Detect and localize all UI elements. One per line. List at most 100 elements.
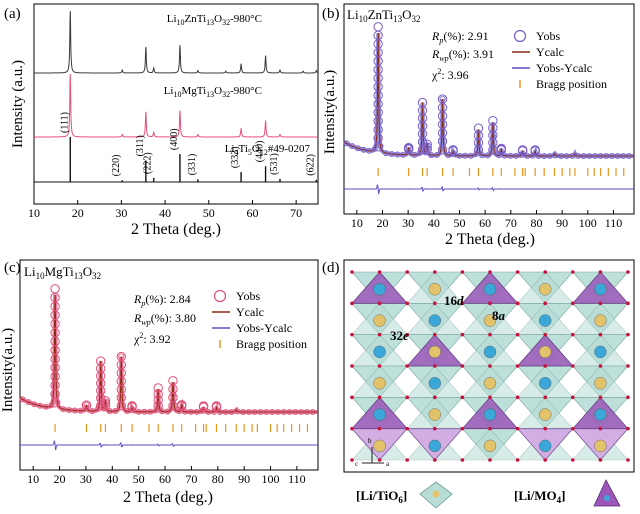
yobs-marker xyxy=(83,401,90,408)
panel-c-xlabel: 2 Theta (deg.) xyxy=(123,489,213,506)
x-tick-label: 60 xyxy=(159,472,171,486)
yobs-marker xyxy=(153,395,163,405)
oxygen-atom xyxy=(626,395,630,400)
yobs-marker xyxy=(95,406,102,413)
yobs-marker xyxy=(343,140,350,147)
oxygen-atom xyxy=(460,332,465,337)
oxygen-atom xyxy=(460,270,465,274)
yobs-marker xyxy=(417,97,428,108)
x-tick-label: 40 xyxy=(106,472,118,486)
panel-b-title: Li10ZnTi13O32 xyxy=(347,7,421,24)
yobs-marker xyxy=(479,152,486,159)
panel-a-ylabel: Intensity (a.u.) xyxy=(10,60,26,148)
x-tick-label: 110 xyxy=(605,216,623,230)
yobs-marker xyxy=(422,142,432,152)
yobs-marker xyxy=(448,145,458,155)
yobs-marker xyxy=(263,408,270,415)
yobs-marker xyxy=(153,401,163,411)
x-tick-label: 70 xyxy=(185,472,197,486)
panel-a-hkl-labels: (111) (220) (311)(222) (400) (331) (333) (440)… xyxy=(59,112,316,176)
yobs-marker xyxy=(95,386,106,396)
oxygen-atom xyxy=(350,270,354,274)
axis-b-label: b xyxy=(368,437,372,445)
yobs-marker xyxy=(240,408,247,415)
legend-label: Yobs xyxy=(236,289,260,303)
oxygen-atom xyxy=(571,426,575,431)
yobs-marker xyxy=(118,353,125,360)
li-sphere xyxy=(483,345,497,359)
yobs-marker xyxy=(473,145,484,155)
yobs-marker xyxy=(60,406,67,413)
yobs-marker xyxy=(512,152,519,159)
ti-sphere xyxy=(483,314,497,327)
li-sphere xyxy=(539,314,552,327)
yobs-marker xyxy=(473,150,480,157)
yobs-marker xyxy=(116,401,126,411)
legend-tetrahedron-label: [Li/MO4] xyxy=(514,488,565,505)
yobs-marker xyxy=(135,408,142,415)
yobs-marker xyxy=(81,400,92,410)
yobs-marker xyxy=(490,133,497,140)
oxygen-atom xyxy=(571,458,575,462)
yobs-marker xyxy=(124,408,131,415)
panel-a-xticks: 10 20 30 40 50 60 70 xyxy=(28,200,302,220)
panel-d-crystal-structure: (d) 16d 8a 32e b c a xyxy=(322,259,635,473)
yobs-marker xyxy=(100,400,111,411)
yobs-marker xyxy=(349,143,356,150)
oxygen-atom xyxy=(488,301,492,306)
x-tick-label: 10 xyxy=(351,216,363,230)
x-tick-label: 10 xyxy=(28,206,40,220)
yobs-marker xyxy=(129,407,136,414)
hkl-label: (400) xyxy=(169,128,180,150)
ti-sphere xyxy=(539,408,552,421)
x-tick-label: 50 xyxy=(133,472,145,486)
yobs-marker xyxy=(496,152,503,159)
panel-d-site-labels: 16d 8a 32e xyxy=(390,293,506,343)
ti-sphere xyxy=(428,345,441,359)
oxygen-atom xyxy=(626,364,630,368)
x-tick-label: 80 xyxy=(212,472,224,486)
yobs-marker xyxy=(245,408,252,415)
legend-label: Yobs-Ycalc xyxy=(236,321,292,335)
yobs-marker xyxy=(106,408,113,415)
hkl-label: (111) xyxy=(59,112,70,133)
oxygen-atom xyxy=(543,426,547,431)
yobs-marker xyxy=(552,152,559,159)
yobs-marker xyxy=(257,408,264,415)
yobs-marker xyxy=(37,402,44,409)
yobs-marker xyxy=(377,142,384,149)
yobs-marker xyxy=(388,150,395,157)
yobs-marker xyxy=(394,151,401,158)
series-label-zn: Li10ZnTi13O32-980°C xyxy=(167,13,262,27)
x-tick-label: 100 xyxy=(262,472,280,486)
panel-b-xticks: 10 20 30 40 50 60 70 80 90 100 110 xyxy=(351,210,622,230)
panel-d-axes-indicator: b c a xyxy=(355,437,390,468)
oxygen-atom xyxy=(405,458,410,462)
yobs-marker xyxy=(100,398,111,408)
site-label-32e: 32e xyxy=(390,328,409,343)
oxygen-atom xyxy=(433,332,437,337)
panel-d-label: (d) xyxy=(322,260,340,276)
yobs-marker xyxy=(153,407,160,414)
oxygen-atom xyxy=(571,332,575,337)
oxygen-atom xyxy=(377,364,382,368)
yobs-marker xyxy=(422,139,432,149)
oxygen-atom xyxy=(598,270,603,274)
stat-rwp: Rwp(%): 3.80 xyxy=(133,311,196,327)
li-sphere xyxy=(594,408,607,421)
yobs-marker xyxy=(405,144,412,151)
panel-a-series xyxy=(34,10,319,183)
stat-rwp: Rwp(%): 3.91 xyxy=(431,47,494,63)
panel-d-frame xyxy=(343,259,635,473)
oxygen-atom xyxy=(460,426,465,431)
difference-line xyxy=(344,184,634,195)
yobs-marker xyxy=(366,147,373,154)
hkl-label: (440) xyxy=(255,141,266,163)
yobs-marker xyxy=(422,149,429,156)
oxygen-atom xyxy=(515,270,520,274)
x-tick-label: 30 xyxy=(80,472,92,486)
yobs-marker xyxy=(437,145,448,155)
oxygen-atom xyxy=(433,426,437,431)
li-sphere xyxy=(373,345,386,359)
yobs-marker xyxy=(354,145,361,152)
